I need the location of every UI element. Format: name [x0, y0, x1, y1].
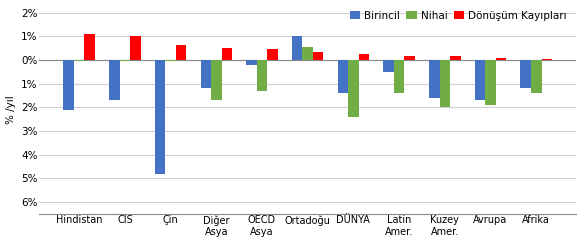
Bar	[338, 60, 348, 93]
Bar	[475, 60, 485, 100]
Bar	[165, 60, 176, 61]
Bar	[257, 60, 267, 91]
Bar	[520, 60, 531, 88]
Bar	[155, 60, 165, 174]
Bar	[130, 36, 141, 60]
Bar	[267, 49, 278, 60]
Bar	[348, 60, 359, 117]
Bar	[450, 56, 460, 60]
Bar	[176, 45, 186, 60]
Bar	[496, 58, 506, 60]
Bar	[404, 56, 415, 60]
Bar	[359, 54, 369, 60]
Y-axis label: % /yıl: % /yıl	[6, 95, 16, 124]
Bar	[201, 60, 211, 88]
Bar	[246, 60, 257, 65]
Bar	[313, 52, 324, 60]
Bar	[384, 60, 394, 72]
Bar	[303, 47, 313, 60]
Bar	[74, 60, 84, 61]
Bar	[439, 60, 450, 107]
Bar	[109, 60, 120, 100]
Bar	[63, 60, 74, 110]
Bar	[531, 60, 541, 93]
Bar	[541, 59, 552, 60]
Bar	[84, 34, 95, 60]
Bar	[292, 36, 303, 60]
Bar	[120, 60, 130, 61]
Bar	[222, 48, 232, 60]
Bar	[485, 60, 496, 105]
Bar	[429, 60, 439, 98]
Bar	[394, 60, 404, 93]
Legend: Birincil, Nihai, Dönüşüm Kayıpları: Birincil, Nihai, Dönüşüm Kayıpları	[345, 7, 572, 25]
Bar	[211, 60, 222, 100]
